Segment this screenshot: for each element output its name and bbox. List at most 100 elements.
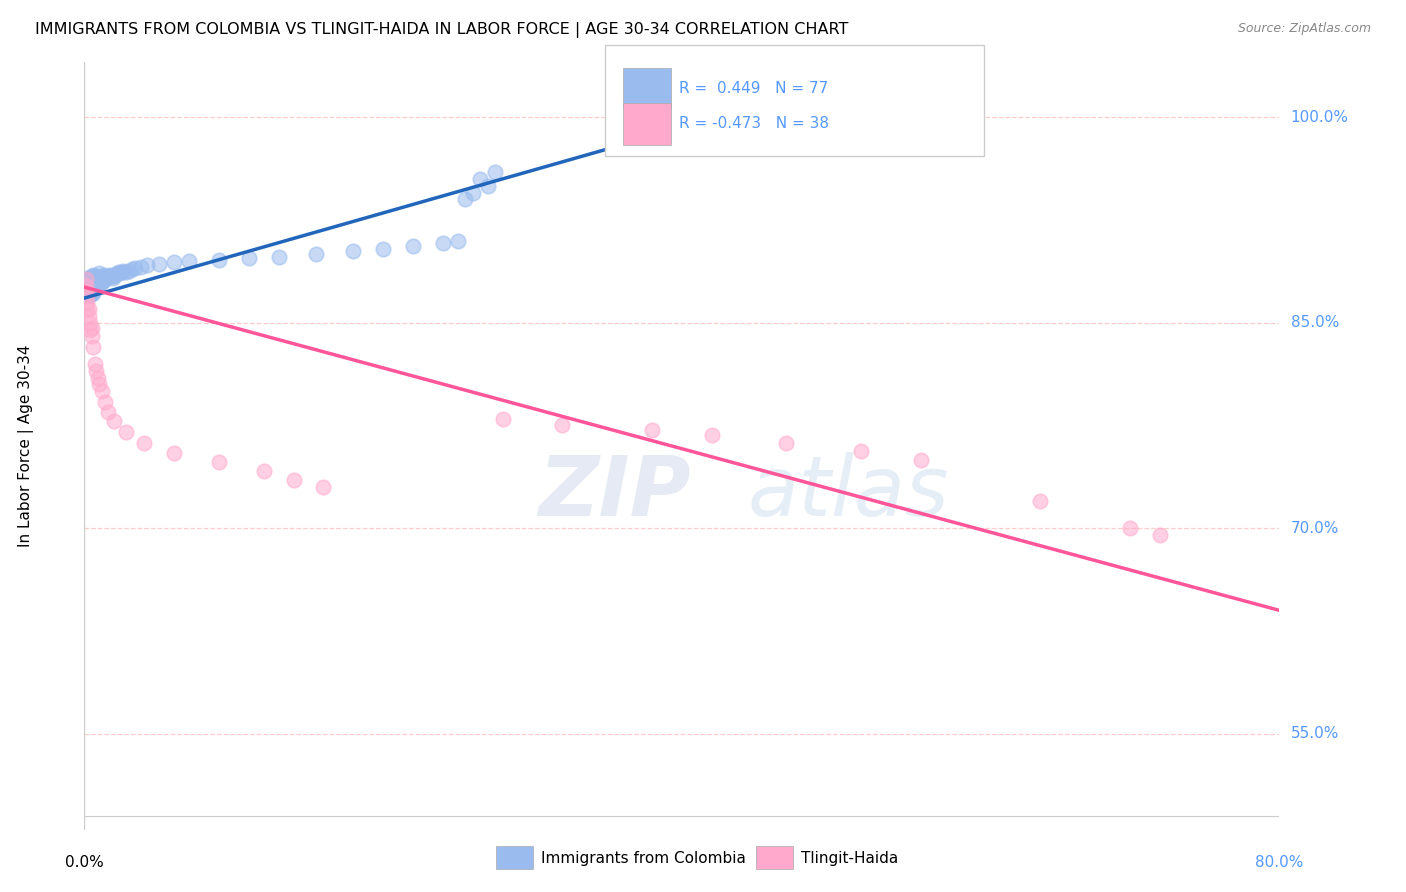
Point (80, 269, 103, 284)
Point (1029, 493, 1052, 508)
Text: 100.0%: 100.0% (1291, 110, 1348, 125)
Point (98, 268, 121, 282)
Text: 55.0%: 55.0% (1291, 726, 1339, 741)
Point (93, 273, 115, 287)
Point (432, 236, 454, 251)
Point (80, 329, 103, 343)
Point (100, 269, 122, 284)
Point (76, 270, 98, 285)
Point (775, 436, 797, 450)
Point (163, 446, 186, 460)
Point (76, 301, 98, 316)
Text: Immigrants from Colombia: Immigrants from Colombia (541, 851, 747, 865)
Point (80, 276, 103, 290)
Point (910, 452, 932, 467)
Point (87, 273, 110, 287)
Point (86, 269, 108, 284)
Point (107, 265, 129, 279)
Point (470, 172, 492, 186)
Point (238, 252, 260, 266)
Point (118, 263, 141, 277)
Point (492, 411, 515, 425)
Point (79, 316, 101, 330)
Point (86, 280, 108, 294)
Text: 70.0%: 70.0% (1291, 521, 1339, 536)
Point (97, 269, 120, 284)
Point (132, 436, 156, 450)
Point (93, 268, 115, 282)
Point (94, 395, 117, 409)
Text: Source: ZipAtlas.com: Source: ZipAtlas.com (1237, 22, 1371, 36)
Point (82, 268, 104, 282)
Point (402, 239, 425, 253)
Point (79, 322, 101, 336)
Point (83, 281, 105, 295)
Point (477, 178, 499, 193)
Text: In Labor Force | Age 30-34: In Labor Force | Age 30-34 (18, 344, 34, 548)
Point (80, 281, 103, 295)
Point (111, 265, 134, 279)
Point (82, 285, 104, 300)
Point (110, 267, 132, 281)
Point (82, 280, 104, 294)
Point (1149, 528, 1171, 542)
Point (77, 278, 100, 293)
Point (79, 288, 101, 302)
Point (80, 321, 103, 335)
Point (91, 384, 114, 399)
Point (447, 234, 470, 248)
Text: 0.0%: 0.0% (65, 855, 104, 870)
Point (97, 405, 120, 419)
Point (75, 278, 97, 293)
Point (148, 257, 170, 271)
Point (89, 267, 111, 281)
Point (82, 340, 104, 354)
Point (89, 272, 111, 286)
Point (101, 270, 124, 285)
Point (551, 418, 574, 433)
Point (129, 260, 152, 274)
Point (267, 250, 290, 264)
Point (77, 288, 100, 302)
Point (77, 301, 100, 316)
Point (76, 288, 98, 302)
Point (305, 247, 328, 261)
Point (1119, 521, 1142, 535)
Point (112, 263, 135, 277)
Point (86, 364, 108, 378)
Point (83, 276, 105, 290)
Point (89, 377, 111, 392)
Text: 80.0%: 80.0% (1256, 855, 1303, 870)
Point (79, 283, 101, 297)
Point (89, 277, 111, 292)
Point (484, 165, 506, 179)
Point (75, 284, 97, 298)
Point (83, 357, 105, 371)
Text: 85.0%: 85.0% (1291, 315, 1339, 330)
Point (283, 473, 305, 487)
Point (79, 277, 101, 292)
Point (76, 288, 98, 302)
Point (115, 265, 138, 279)
Point (91, 269, 114, 284)
Point (454, 193, 477, 207)
Point (91, 275, 114, 289)
Point (373, 242, 395, 256)
Point (105, 267, 128, 281)
Text: ZIP: ZIP (538, 451, 692, 533)
Point (121, 262, 143, 277)
Point (90, 270, 112, 285)
Point (83, 270, 105, 285)
Point (79, 270, 101, 285)
Point (103, 268, 125, 282)
Text: atlas: atlas (748, 451, 949, 533)
Point (136, 258, 159, 272)
Point (461, 186, 484, 200)
Point (87, 370, 110, 384)
Point (342, 244, 364, 259)
Point (115, 425, 138, 440)
Point (103, 414, 125, 428)
Point (76, 278, 98, 293)
Point (124, 260, 146, 275)
Point (851, 444, 873, 458)
